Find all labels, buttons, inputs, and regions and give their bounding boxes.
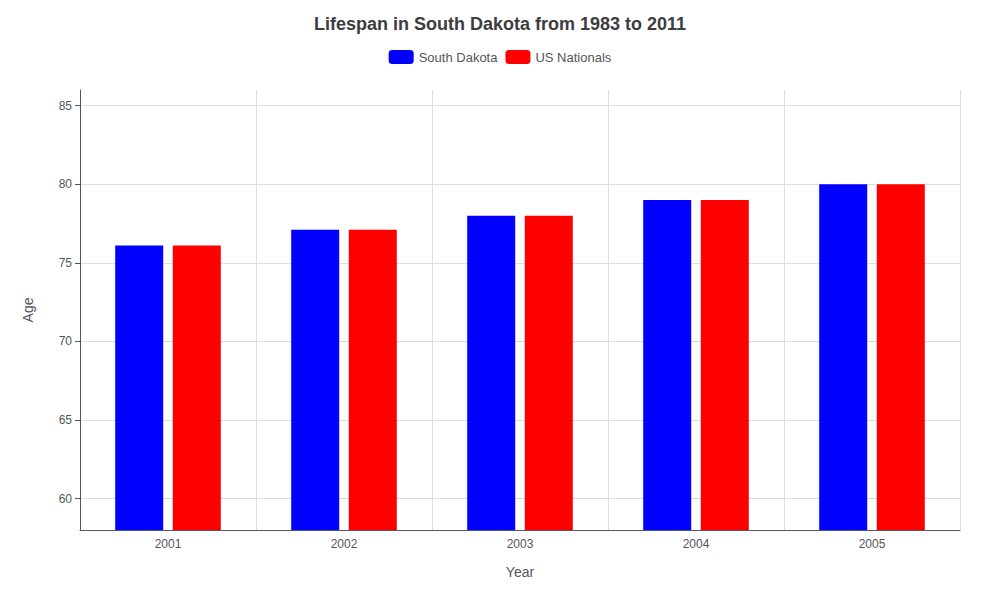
svg-text:2004: 2004	[683, 537, 710, 551]
svg-text:65: 65	[59, 413, 73, 427]
svg-text:US Nationals: US Nationals	[535, 50, 611, 65]
svg-text:2005: 2005	[859, 537, 886, 551]
svg-text:60: 60	[59, 492, 73, 506]
svg-text:Year: Year	[506, 564, 535, 580]
svg-text:2002: 2002	[331, 537, 358, 551]
svg-text:Age: Age	[20, 297, 36, 322]
svg-text:75: 75	[59, 256, 73, 270]
svg-text:80: 80	[59, 177, 73, 191]
svg-text:South Dakota: South Dakota	[419, 50, 499, 65]
svg-text:2003: 2003	[507, 537, 534, 551]
svg-text:85: 85	[59, 99, 73, 113]
svg-text:Lifespan in South Dakota from: Lifespan in South Dakota from 1983 to 20…	[314, 14, 686, 34]
svg-text:2001: 2001	[155, 537, 182, 551]
svg-text:70: 70	[59, 334, 73, 348]
